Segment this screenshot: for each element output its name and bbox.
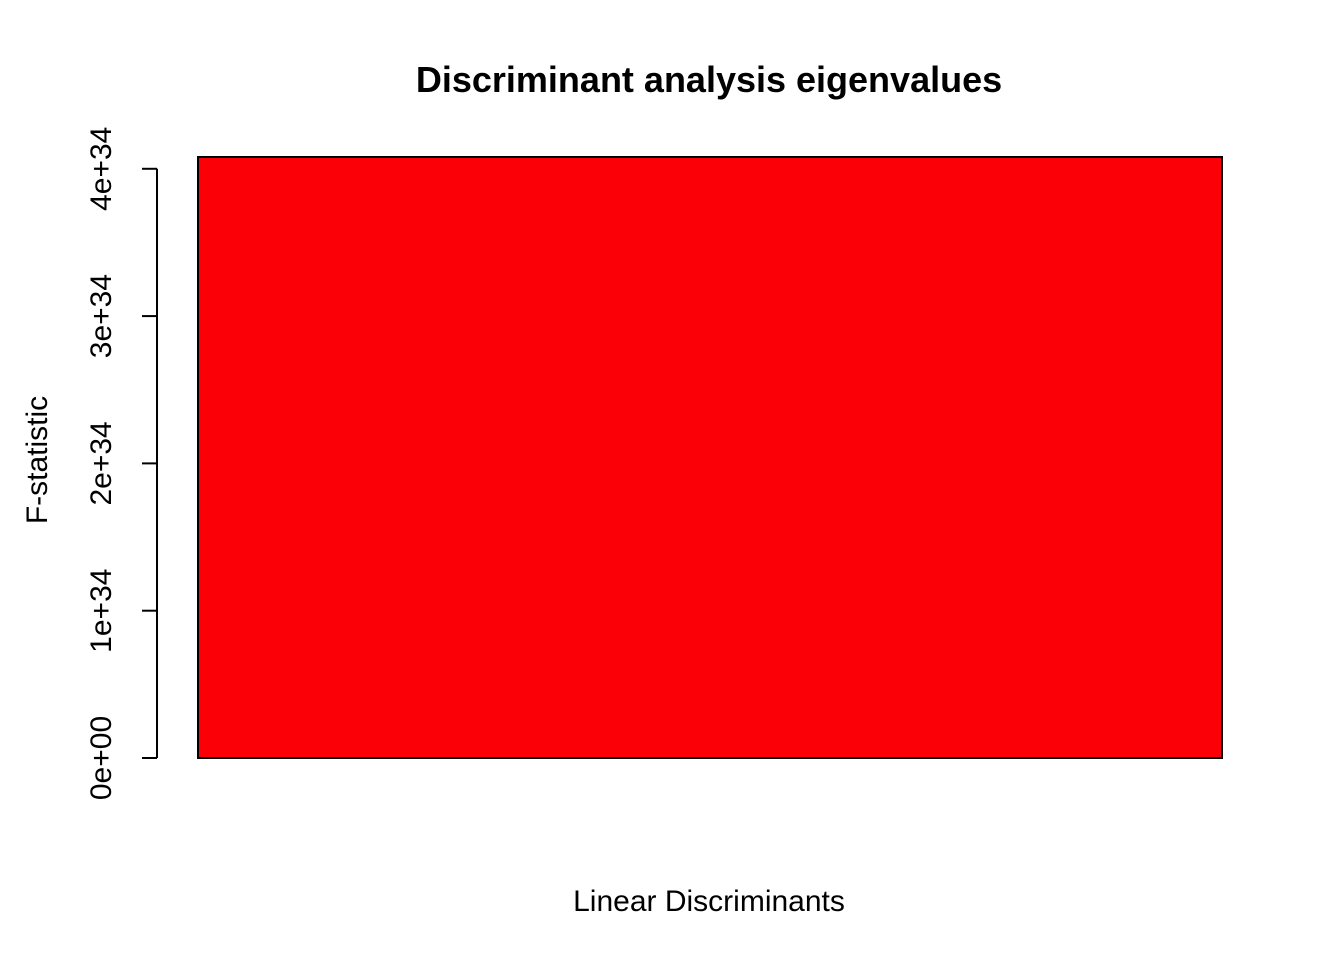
- y-tick-label: 3e+34: [85, 274, 118, 358]
- y-tick-label: 1e+34: [85, 569, 118, 653]
- y-tick-label: 2e+34: [85, 421, 118, 505]
- y-axis: 0e+00 1e+34 2e+34 3e+34 4e+34: [85, 127, 158, 800]
- y-tick-label: 4e+34: [85, 127, 118, 211]
- bar: [197, 156, 1223, 759]
- bars: [197, 156, 1223, 759]
- y-axis-label: F-statistic: [21, 396, 54, 524]
- y-tick-label: 0e+00: [85, 716, 118, 800]
- x-axis-label: Linear Discriminants: [573, 885, 845, 918]
- chart-title: Discriminant analysis eigenvalues: [416, 59, 1002, 100]
